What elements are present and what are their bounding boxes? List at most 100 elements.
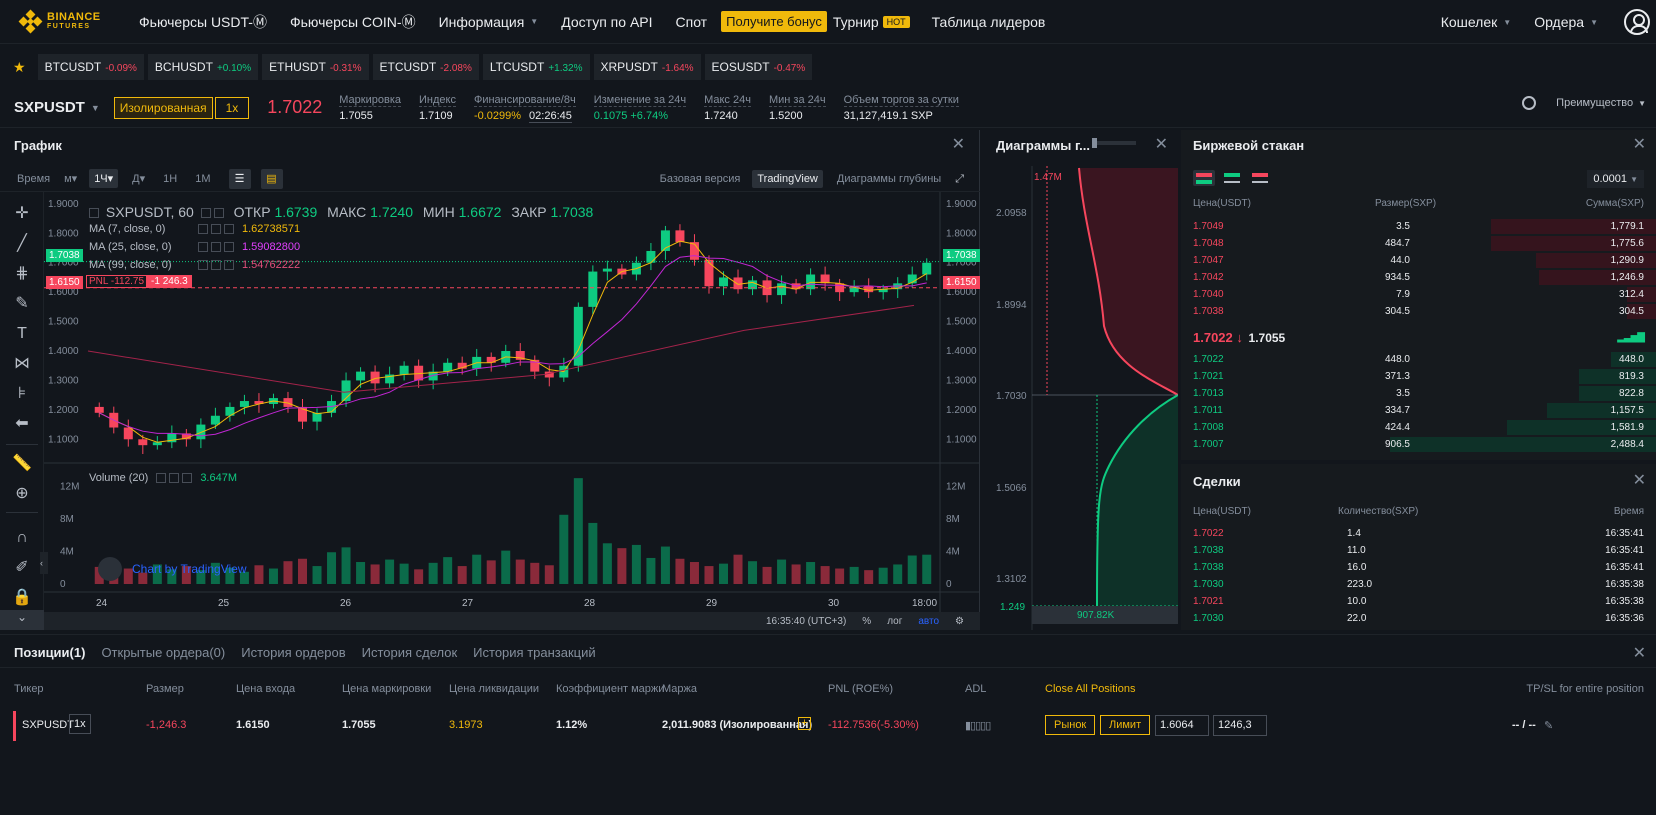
nav-coin-futures[interactable]: Фьючерсы COIN-Ⓜ [289,13,416,30]
close-icon[interactable]: ✕ [1154,136,1168,153]
percent-toggle[interactable]: % [862,615,872,627]
collapse-toolbar-icon[interactable]: ⌄ [0,610,44,630]
settings-icon[interactable] [198,224,208,235]
collapse-legend-icon[interactable] [89,208,99,219]
close-icon[interactable]: ✕ [1632,136,1646,153]
bonus-button[interactable]: Получите бонус [721,11,827,32]
magnet-icon[interactable]: ∩ [16,529,28,546]
close-icon[interactable]: ✕ [1632,472,1646,489]
binance-futures-logo[interactable]: BINANCE FUTURES [18,9,116,33]
auto-toggle[interactable]: авто [918,615,940,627]
tab-transaction-history[interactable]: История транзакций [473,645,596,660]
brush-icon[interactable]: ✎ [15,295,29,312]
settings-icon[interactable] [211,224,221,235]
close-qty-input[interactable]: 1246,3 [1213,715,1267,736]
ticker-chip[interactable]: BCHUSDT +0.10% [147,54,259,80]
text-tool-icon[interactable]: T [17,325,27,342]
settings-icon[interactable] [211,260,221,271]
close-icon[interactable]: ✕ [1632,645,1646,662]
tab-trade-history[interactable]: История сделок [361,645,458,660]
nav-info[interactable]: Информация ▼ [439,14,539,30]
star-icon[interactable]: ★ [13,58,26,75]
settings-gear-icon[interactable] [1522,96,1537,110]
close-icon[interactable] [224,224,234,235]
interval-week[interactable]: 1Н [163,172,178,185]
settings-icon[interactable] [198,242,208,253]
lock-icon[interactable]: 🔒 [12,589,32,606]
book-both-view-icon[interactable] [1193,170,1215,186]
market-close-button[interactable]: Рынок [1045,715,1096,735]
advantage-link[interactable]: Преимущество [1556,97,1634,109]
nav-spot[interactable]: Спот [675,13,708,30]
ticker-chip[interactable]: LTCUSDT +1.32% [482,54,590,80]
pattern-icon[interactable]: ⋈ [14,355,30,372]
precision-select[interactable]: 0.0001 ▼ [1587,170,1644,188]
ask-row[interactable]: 1.7042 934.5 1,246.9 [1181,269,1656,286]
depth-chart-tab[interactable]: Диаграммы глубины [836,173,942,185]
bid-row[interactable]: 1.7011 334.7 1,157.5 [1181,402,1656,419]
chevron-down-icon[interactable]: ▼ [90,102,100,113]
ask-row[interactable]: 1.7047 44.0 1,290.9 [1181,252,1656,269]
margin-mode-button[interactable]: Изолированная [113,96,213,119]
ticker-chip[interactable]: EOSUSDT -0.47% [704,54,813,80]
tab-positions[interactable]: Позиции(1) [14,645,86,660]
nav-tournament[interactable]: Турнир HOT [833,14,910,30]
interval-minutes[interactable]: м▾ [64,173,78,185]
settings-icon[interactable] [156,473,167,484]
crosshair-icon[interactable]: ✛ [15,205,29,222]
prediction-icon[interactable]: ⊧ [17,385,27,402]
book-asks-view-icon[interactable] [1249,170,1271,186]
zoom-in-icon[interactable]: ⊕ [15,485,29,502]
close-icon[interactable] [224,260,234,271]
add-margin-icon[interactable]: + [798,717,811,730]
gear-icon[interactable]: ⚙ [955,615,964,627]
bid-row[interactable]: 1.7022 448.0 448.0 [1181,351,1656,368]
trend-line-icon[interactable]: ╱ [17,235,27,252]
ticker-chip[interactable]: XRPUSDT -1.64% [593,54,701,80]
lock-drawing-icon[interactable]: ✐ [15,559,29,576]
ask-row[interactable]: 1.7049 3.5 1,779.1 [1181,218,1656,235]
depth-zoom-slider[interactable] [1092,138,1136,148]
ruler-icon[interactable]: 📏 [12,455,32,472]
tab-open-orders[interactable]: Открытые ордера(0) [101,645,226,660]
tradingview-tab[interactable]: TradingView [752,170,823,188]
chart-settings-icon[interactable]: ▤ [260,168,283,189]
expand-panel-icon[interactable]: ‹ [40,552,48,574]
interval-month[interactable]: 1М [195,172,211,185]
interval-day[interactable]: Д▾ [132,173,146,185]
back-arrow-icon[interactable]: ⬅ [15,415,29,432]
basic-view-tab[interactable]: Базовая версия [659,173,741,185]
nav-leaderboard[interactable]: Таблица лидеров [931,13,1046,30]
settings-icon[interactable] [198,260,208,271]
nav-wallet[interactable]: Кошелек ▼ [1441,14,1512,30]
fullscreen-icon[interactable]: ⤢ [955,172,964,185]
settings-icon[interactable] [213,208,224,219]
position-leverage[interactable]: 1x [69,714,91,734]
interval-time[interactable]: Время [17,172,51,185]
fib-icon[interactable]: ⋕ [15,265,29,282]
close-icon[interactable]: ✕ [951,136,965,153]
ask-row[interactable]: 1.7048 484.7 1,775.6 [1181,235,1656,252]
close-icon[interactable] [182,473,193,484]
ask-row[interactable]: 1.7038 304.5 304.5 [1181,303,1656,320]
bid-row[interactable]: 1.7007 906.5 2,488.4 [1181,436,1656,453]
settings-icon[interactable] [169,473,180,484]
ask-row[interactable]: 1.7040 7.9 312.4 [1181,286,1656,303]
nav-usdt-futures[interactable]: Фьючерсы USDT-Ⓜ [139,13,267,30]
indicators-icon[interactable]: ☰ [228,168,251,189]
ticker-chip[interactable]: ETHUSDT -0.31% [262,54,369,80]
leverage-button[interactable]: 1x [214,96,250,119]
settings-icon[interactable] [211,242,221,253]
book-bids-view-icon[interactable] [1221,170,1243,186]
log-toggle[interactable]: лог [887,615,903,627]
bid-row[interactable]: 1.7013 3.5 822.8 [1181,385,1656,402]
close-icon[interactable] [224,242,234,253]
interval-1h[interactable]: 1Ч▾ [89,169,119,188]
ticker-chip[interactable]: BTCUSDT -0.09% [37,54,144,80]
depth-chart[interactable]: 2.0958 1.8994 1.7030 1.5066 1.3102 1.47M 907.8… [984,166,1178,630]
edit-icon[interactable]: ✎ [1544,720,1554,732]
pnl-line-label[interactable]: PNL -112.75 -1 246.3 [86,275,192,288]
limit-close-button[interactable]: Лимит [1100,715,1151,735]
symbol-name[interactable]: SXPUSDT [14,99,85,116]
tradingview-brand[interactable]: Chart by TradingView [98,557,247,581]
